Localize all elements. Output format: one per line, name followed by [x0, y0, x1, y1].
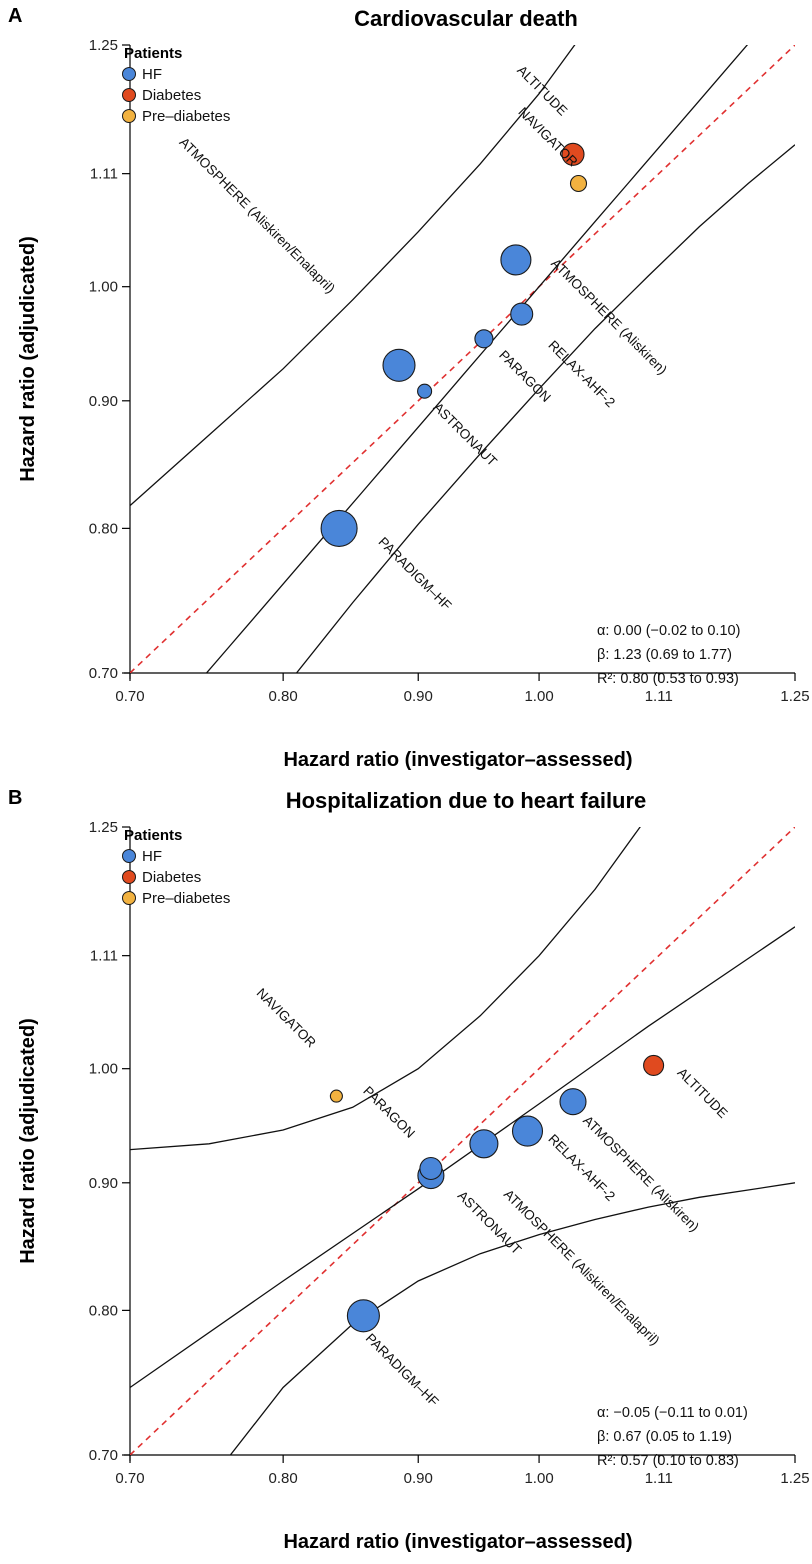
panel-b-chart: B Hospitalization due to heart failure 0.7…: [0, 782, 812, 1564]
stat-line: R²: 0.57 (0.10 to 0.83): [597, 1453, 739, 1469]
point-label: PARADIGM–HF: [363, 1330, 442, 1409]
regression-line-b: [130, 927, 795, 1388]
data-point: [511, 303, 533, 325]
stat-line: R²: 0.80 (0.53 to 0.93): [597, 671, 739, 687]
x-tick-label: 1.25: [780, 688, 809, 705]
chart-title-a: Cardiovascular death: [354, 6, 578, 31]
x-tick-label: 0.70: [115, 1470, 144, 1487]
data-point: [560, 1089, 586, 1115]
stat-line: β: 1.23 (0.69 to 1.77): [597, 647, 732, 663]
legend-title-b: Patients: [124, 827, 182, 844]
legend-entry: HF: [142, 848, 162, 865]
x-tick-label: 1.00: [524, 688, 553, 705]
scatter-plot-b: B Hospitalization due to heart failure 0.7…: [0, 782, 812, 1564]
x-axis-title-a: Hazard ratio (investigator–assessed): [283, 749, 632, 771]
point-label: RELAX-AHF-2: [545, 337, 618, 410]
legend-entry: Pre–diabetes: [142, 108, 230, 125]
point-label: PARAGON: [360, 1083, 418, 1141]
data-point: [501, 245, 531, 275]
data-point: [383, 349, 415, 381]
legend-entry: Diabetes: [142, 869, 201, 886]
y-tick-label: 1.00: [89, 279, 118, 296]
x-tick-label: 0.80: [269, 688, 298, 705]
data-point: [321, 510, 357, 546]
x-axis-title-b: Hazard ratio (investigator–assessed): [283, 1531, 632, 1553]
stat-line: α: 0.00 (−0.02 to 0.10): [597, 623, 740, 639]
y-tick-label: 0.70: [89, 665, 118, 682]
legend-swatch: [123, 892, 136, 905]
legend-swatch: [123, 68, 136, 81]
x-tick-label: 1.11: [645, 688, 673, 705]
y-tick-label: 0.90: [89, 1175, 118, 1192]
y-tick-label: 1.00: [89, 1061, 118, 1078]
data-point: [513, 1116, 543, 1146]
confidence-band-lower-a: [290, 145, 795, 681]
y-axis-title-a: Hazard ratio (adjudicated): [17, 236, 39, 482]
data-point: [470, 1130, 498, 1158]
data-point: [330, 1090, 342, 1102]
y-tick-label: 0.90: [89, 393, 118, 410]
x-tick-label: 1.00: [524, 1470, 553, 1487]
legend-entry: Pre–diabetes: [142, 890, 230, 907]
point-label: ALTITUDE: [675, 1065, 731, 1121]
scatter-plot-a: A Cardiovascular death 0.70 0.70 0.80 0.80 0.9…: [0, 0, 812, 782]
point-label: ASTRONAUT: [430, 400, 499, 469]
point-label: ATMOSPHERE (Aliskiren/Enalapril): [501, 1187, 663, 1349]
chart-title-b: Hospitalization due to heart failure: [286, 788, 647, 813]
data-point: [571, 176, 587, 192]
y-tick-label: 1.25: [89, 37, 118, 54]
y-tick-label: 1.11: [90, 948, 118, 965]
x-tick-label: 1.25: [780, 1470, 809, 1487]
data-point: [475, 330, 493, 348]
stat-line: α: −0.05 (−0.11 to 0.01): [597, 1405, 748, 1421]
y-axis-title-b: Hazard ratio (adjudicated): [17, 1018, 39, 1264]
legend-entry: HF: [142, 66, 162, 83]
x-tick-label: 0.90: [404, 688, 433, 705]
plot-area-b: [130, 823, 795, 1463]
x-tick-label: 0.90: [404, 1470, 433, 1487]
point-label: PARADIGM–HF: [376, 534, 455, 613]
identity-line-b: [130, 827, 795, 1455]
point-label: ATMOSPHERE (Aliskiren/Enalapril): [176, 135, 338, 297]
legend-swatch: [123, 89, 136, 102]
x-tick-label: 0.80: [269, 1470, 298, 1487]
point-label: NAVIGATOR: [515, 104, 580, 169]
y-tick-label: 0.80: [89, 1302, 118, 1319]
legend-title-a: Patients: [124, 45, 182, 62]
data-point: [347, 1300, 379, 1332]
data-point: [420, 1158, 442, 1180]
y-tick-label: 1.25: [89, 819, 118, 836]
legend-swatch: [123, 850, 136, 863]
x-tick-label: 0.70: [115, 688, 144, 705]
y-tick-label: 0.80: [89, 520, 118, 537]
data-point: [418, 384, 432, 398]
y-tick-label: 1.11: [90, 166, 118, 183]
identity-line-a: [130, 45, 795, 673]
y-tick-label: 0.70: [89, 1447, 118, 1464]
x-tick-label: 1.11: [645, 1470, 673, 1487]
panel-a-chart: A Cardiovascular death 0.70 0.70 0.80 0.80 0.9…: [0, 0, 812, 782]
legend-swatch: [123, 871, 136, 884]
legend-entry: Diabetes: [142, 87, 201, 104]
legend-swatch: [123, 110, 136, 123]
panel-letter-b: B: [8, 787, 22, 809]
stat-line: β: 0.67 (0.05 to 1.19): [597, 1429, 732, 1445]
panel-letter-a: A: [8, 5, 22, 27]
point-label: NAVIGATOR: [254, 985, 319, 1050]
point-label: PARAGON: [496, 347, 554, 405]
data-point: [644, 1055, 664, 1075]
